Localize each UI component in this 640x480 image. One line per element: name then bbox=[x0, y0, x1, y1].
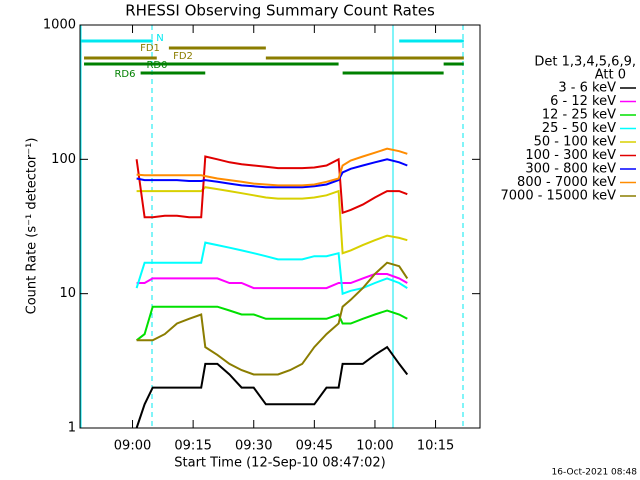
legend-label: 25 - 50 keV bbox=[542, 121, 616, 136]
x-tick-label: 09:00 bbox=[114, 439, 151, 454]
axes-frame bbox=[79, 24, 481, 429]
series-line bbox=[135, 155, 408, 219]
legend-label: 6 - 12 keV bbox=[550, 94, 616, 109]
legend-title: Det 1,3,4,5,6,9, bbox=[534, 55, 636, 70]
y-tick-label: 1 bbox=[68, 421, 76, 436]
y-tick-label: 10 bbox=[59, 286, 76, 301]
x-tick-label: 10:00 bbox=[356, 439, 393, 454]
chart-title: RHESSI Observing Summary Count Rates bbox=[125, 2, 435, 20]
legend-label: 100 - 300 keV bbox=[525, 148, 616, 163]
legend-label: 7000 - 15000 keV bbox=[501, 189, 617, 204]
series-line bbox=[136, 158, 408, 189]
legend-label: 12 - 25 keV bbox=[542, 108, 616, 123]
legend-title: Att 0 bbox=[595, 68, 626, 83]
legend-label: 3 - 6 keV bbox=[558, 81, 616, 96]
series-line bbox=[136, 186, 408, 255]
y-tick-label: 1000 bbox=[43, 18, 76, 33]
footer: 16-Oct-2021 08:48 bbox=[552, 468, 638, 478]
x-axis-label: Start Time (12-Sep-10 08:47:02) bbox=[174, 456, 385, 471]
flag-label: FD1 bbox=[140, 43, 160, 54]
flag-label: RD0 bbox=[146, 60, 167, 71]
y-axis-label: Count Rate (s⁻¹ detector⁻¹) bbox=[25, 138, 40, 315]
series-line bbox=[135, 345, 409, 429]
flag-label: N bbox=[156, 33, 163, 44]
legend-label: 800 - 7000 keV bbox=[517, 175, 616, 190]
x-tick-label: 09:15 bbox=[174, 439, 211, 454]
flag-label: FD2 bbox=[173, 51, 193, 62]
series-line bbox=[136, 261, 409, 376]
flag-label: RD6 bbox=[114, 69, 135, 80]
legend-label: 50 - 100 keV bbox=[534, 135, 617, 150]
legend-label: 300 - 800 keV bbox=[525, 162, 616, 177]
series-line bbox=[136, 273, 408, 290]
series-line bbox=[135, 241, 408, 296]
x-tick-label: 10:15 bbox=[417, 439, 454, 454]
x-tick-label: 09:45 bbox=[296, 439, 333, 454]
series-line bbox=[135, 305, 408, 342]
x-tick-label: 09:30 bbox=[235, 439, 272, 454]
series-line bbox=[136, 147, 408, 187]
y-tick-label: 100 bbox=[51, 152, 76, 167]
